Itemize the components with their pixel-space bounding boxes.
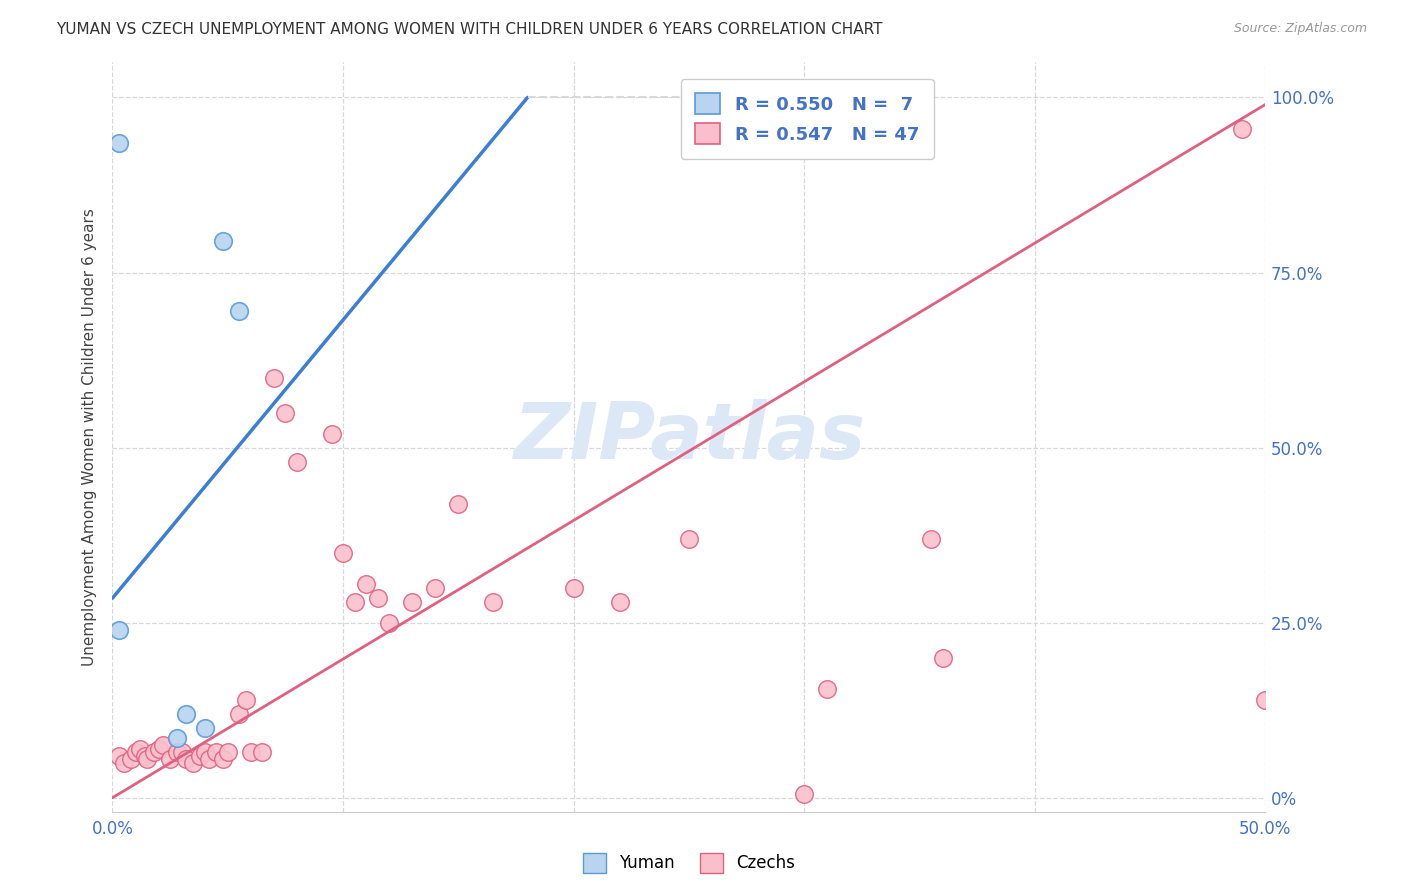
Point — [239, 745, 262, 759]
Point — [108, 748, 131, 763]
Point — [274, 406, 297, 420]
Text: Source: ZipAtlas.com: Source: ZipAtlas.com — [1233, 22, 1367, 36]
Point — [931, 650, 953, 665]
Point — [166, 745, 188, 759]
Point — [120, 752, 142, 766]
Point — [447, 497, 470, 511]
Legend: R = 0.550   N =  7, R = 0.547   N = 47: R = 0.550 N = 7, R = 0.547 N = 47 — [681, 79, 934, 159]
Point — [263, 370, 285, 384]
Point — [367, 591, 389, 606]
Point — [159, 752, 181, 766]
Point — [108, 136, 131, 150]
Point — [321, 426, 343, 441]
Point — [108, 623, 131, 637]
Point — [482, 594, 505, 608]
Point — [152, 738, 174, 752]
Point — [129, 741, 152, 756]
Point — [212, 752, 235, 766]
Point — [354, 577, 377, 591]
Point — [112, 756, 135, 770]
Point — [194, 745, 217, 759]
Y-axis label: Unemployment Among Women with Children Under 6 years: Unemployment Among Women with Children U… — [82, 208, 97, 666]
Point — [181, 756, 204, 770]
Point — [609, 594, 631, 608]
Point — [678, 532, 700, 546]
Point — [124, 745, 146, 759]
Point — [174, 752, 197, 766]
Point — [174, 706, 197, 721]
Point — [194, 721, 217, 735]
Point — [148, 741, 170, 756]
Point — [166, 731, 188, 746]
Point — [170, 745, 193, 759]
Text: YUMAN VS CZECH UNEMPLOYMENT AMONG WOMEN WITH CHILDREN UNDER 6 YEARS CORRELATION : YUMAN VS CZECH UNEMPLOYMENT AMONG WOMEN … — [56, 22, 883, 37]
Point — [378, 615, 401, 630]
Point — [198, 752, 221, 766]
Text: ZIPatlas: ZIPatlas — [513, 399, 865, 475]
Legend: Yuman, Czechs: Yuman, Czechs — [576, 847, 801, 880]
Point — [562, 581, 585, 595]
Point — [343, 594, 366, 608]
Point — [332, 546, 354, 560]
Point — [1232, 122, 1254, 136]
Point — [920, 532, 942, 546]
Point — [815, 682, 838, 697]
Point — [134, 748, 156, 763]
Point — [205, 745, 228, 759]
Point — [188, 748, 211, 763]
Point — [228, 706, 250, 721]
Point — [252, 745, 274, 759]
Point — [401, 594, 423, 608]
Point — [1254, 692, 1277, 706]
Point — [136, 752, 159, 766]
Point — [425, 581, 447, 595]
Point — [793, 787, 815, 801]
Point — [285, 454, 308, 468]
Point — [228, 304, 250, 318]
Point — [212, 234, 235, 248]
Point — [217, 745, 239, 759]
Point — [235, 692, 257, 706]
Point — [143, 745, 166, 759]
